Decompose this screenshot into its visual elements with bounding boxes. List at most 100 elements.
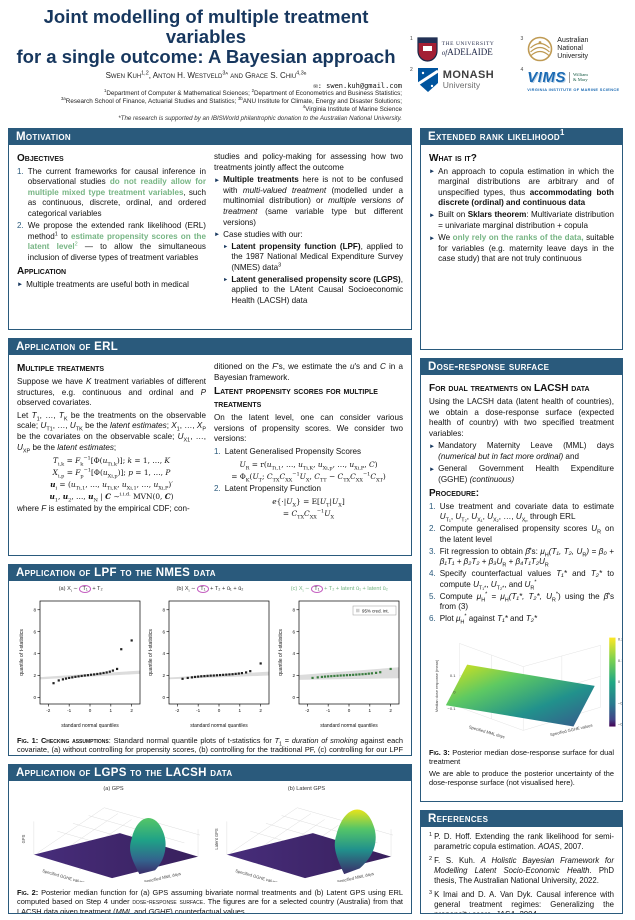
section-motivation: Motivation Objectives 1. The current fra… xyxy=(8,128,412,331)
bullet-text: Latent generalised propensity score (LGP… xyxy=(231,274,403,305)
plot-title: (b) Xi ∼ T₁ + T₂ + û₁ + û₂ xyxy=(176,585,244,594)
affiliation-line: 4Virginia Institute of Marine Science xyxy=(302,104,402,114)
logo-superscript: 4 xyxy=(520,67,524,74)
affiliation-line: 1Department of Computer & Mathematical S… xyxy=(103,87,402,97)
dose-content: For dual treatments on LACSH data Using … xyxy=(421,375,622,791)
svg-text:2: 2 xyxy=(163,674,166,679)
list-item: 1. The current frameworks for causal inf… xyxy=(17,167,206,220)
item-text: Use treatment and covariate data to esti… xyxy=(439,501,614,524)
plot-title: (b) Latent GPS xyxy=(287,786,326,793)
procedure-step: 3. Fit regression to obtain β̂'s: μH(T₁, … xyxy=(429,546,614,569)
motivation-col1: Objectives 1. The current frameworks for… xyxy=(17,150,206,307)
bullet-text: Latent propensity function (LPF), applie… xyxy=(231,241,403,272)
item-number: 1. xyxy=(17,166,24,176)
item-text: Specify counterfactual values T₁* and T₂… xyxy=(439,569,614,592)
list-item: 1. Latent Generalised Propensity Scores xyxy=(214,447,403,458)
bullet-item: ► Multiple treatments here is not to be … xyxy=(214,175,403,228)
bullet-text: An approach to copula estimation in whic… xyxy=(438,166,614,208)
reference-number: 3 xyxy=(429,890,433,897)
item-text: Latent Generalised Propensity Scores xyxy=(224,447,362,456)
bullet-text: Multiple treatments are useful both in m… xyxy=(26,279,189,289)
section-header-application-of-lgps: Application of LGPS to the LACSH data xyxy=(9,765,411,782)
formula: Ti,k = Fk−1[Φ(uTi,k)]; k = 1, …, K xyxy=(53,455,170,467)
bullet-icon: ► xyxy=(429,465,436,473)
svg-text:-1: -1 xyxy=(196,708,201,713)
reference-text: F. S. Kuh. A Holistic Bayesian Framework… xyxy=(434,856,615,886)
bullet-item: ► General Government Health Expenditure … xyxy=(429,464,614,485)
email-icon: ✉: xyxy=(313,81,327,90)
title-line2: for a single outcome: A Bayesian approac… xyxy=(16,45,396,67)
paragraph: We are able to produce the posterior unc… xyxy=(429,768,614,788)
procedure-step: 2. Compute generalised propensity scores … xyxy=(429,524,614,545)
section-header-references: References xyxy=(421,811,622,828)
email-line: ✉: swen.kuh@gmail.com xyxy=(10,82,402,90)
svg-text:−0.2: −0.2 xyxy=(618,722,623,727)
list-item: 2. We propose the extended rank likeliho… xyxy=(17,221,206,263)
poster-header: Joint modelling of multiple treatment va… xyxy=(0,0,635,125)
figure3-caption: Fig. 3: Posterior median dose-response s… xyxy=(429,747,614,767)
paragraph: On the latent level, one can consider va… xyxy=(214,413,403,444)
logo-superscript: 1 xyxy=(410,36,413,43)
item-number: 6. xyxy=(429,614,436,624)
qq-plot-chart: -2 -1 0 1 2 0 2 4 6 8 standard normal quantiles qua… xyxy=(17,596,144,734)
paragraph: Using the LACSH data (latent health of c… xyxy=(429,397,614,438)
svg-text:0: 0 xyxy=(618,679,621,684)
sub-bullet-item: ► Latent propensity function (LPF), appl… xyxy=(223,242,403,274)
svg-text:6: 6 xyxy=(33,630,36,635)
latent-gps-surface-figure: (b) Latent GPS xyxy=(211,786,403,886)
figure1-caption: Fig. 1: Checking assumptions: Standard n… xyxy=(17,735,404,755)
qq-plot-chart: -2 -1 0 1 2 0 2 4 6 8 standard normal quantiles qua… xyxy=(146,596,273,734)
adelaide-wordmark: THE UNIVERSITY ofADELAIDE xyxy=(441,41,495,58)
svg-text:2: 2 xyxy=(130,708,133,713)
plot-title: (a) GPS xyxy=(103,786,124,793)
bullet-icon: ► xyxy=(223,276,229,283)
svg-text:quantile of t-statistics: quantile of t-statistics xyxy=(148,629,154,676)
section-header-erl: Extended rank likelihood1 xyxy=(421,128,622,146)
svg-text:-1: -1 xyxy=(326,708,331,713)
bullet-text: We only rely on the ranks of the data, s… xyxy=(438,233,614,264)
svg-text:1: 1 xyxy=(239,708,242,713)
item-number: 3. xyxy=(429,546,436,556)
bullet-icon: ► xyxy=(214,231,221,239)
bullet-icon: ► xyxy=(214,176,221,184)
dose-response-surface-chart: 0.1 0 −0.1 Median dose response (mean) S… xyxy=(435,637,623,740)
qq-plot-a: (a) Xi ∼ T₁ + T₂ -2 -1 0 1 2 0 2 4 6 8 standard no… xyxy=(17,585,144,734)
svg-text:-1: -1 xyxy=(67,708,72,713)
svg-text:quantile of t-statistics: quantile of t-statistics xyxy=(19,629,25,676)
procedure-heading: Procedure: xyxy=(429,488,480,500)
svg-text:8: 8 xyxy=(163,608,166,613)
gps-surface-chart: GPS Specified GGHE values Specified MML … xyxy=(21,807,200,886)
section-header-motivation: Motivation xyxy=(9,129,411,146)
erl-app-content: Multiple treatments Suppose we have K tr… xyxy=(9,355,411,525)
william-and-mary-text: William & Mary xyxy=(568,71,588,83)
svg-text:8: 8 xyxy=(33,608,36,613)
svg-text:95% cred. int.: 95% cred. int. xyxy=(362,609,389,614)
authors-line: Swen Kuh1,2, Anton H. Westveld3a and Gra… xyxy=(105,70,307,80)
list-item: 2. Latent Propensity Function xyxy=(214,484,403,495)
section-application-of-lpf: Application of LPF to the NMES data (a) … xyxy=(8,564,412,757)
motivation-content: Objectives 1. The current frameworks for… xyxy=(9,145,411,311)
bullet-icon: ► xyxy=(429,168,436,176)
svg-text:−0.1: −0.1 xyxy=(618,701,623,706)
section-header-application-of-lpf: Application of LPF to the NMES data xyxy=(9,565,411,582)
latent-gps-surface-chart: Latent GPS Specified GGHE values Specifi… xyxy=(214,807,393,886)
bullet-item: ► Mandatory Maternity Leave (MML) days (… xyxy=(429,441,614,462)
monash-wordmark: MONASH University xyxy=(442,69,495,91)
email-address[interactable]: swen.kuh@gmail.com xyxy=(326,81,402,90)
svg-text:quantile of t-statistics: quantile of t-statistics xyxy=(278,629,284,676)
logo-grid: 1 THE UNIVERSITY ofADELAIDE 3 Australian… xyxy=(410,7,625,122)
left-column: Motivation Objectives 1. The current fra… xyxy=(8,128,412,915)
svg-text:0: 0 xyxy=(347,708,350,713)
header-superscript: 1 xyxy=(559,128,565,138)
figure2-caption: Fig. 2: Posterior median function for (a… xyxy=(17,887,403,915)
svg-text:0: 0 xyxy=(163,695,166,700)
logo-monash-university: 2 MONASH University xyxy=(410,67,515,93)
svg-text:0: 0 xyxy=(292,695,295,700)
motivation-col2: studies and policy-making for assessing … xyxy=(214,150,403,307)
affiliation-line: 3aResearch School of Finance, Actuarial … xyxy=(61,95,402,106)
svg-text:GPS: GPS xyxy=(21,835,26,844)
reference-item: 1 P. D. Hoff. Extending the rank likeliho… xyxy=(429,832,614,852)
dual-treatments-heading: For dual treatments on LACSH data xyxy=(429,383,590,395)
section-application-of-erl: Application of ERL Multiple treatments S… xyxy=(8,338,412,557)
item-number: 1. xyxy=(429,501,436,511)
